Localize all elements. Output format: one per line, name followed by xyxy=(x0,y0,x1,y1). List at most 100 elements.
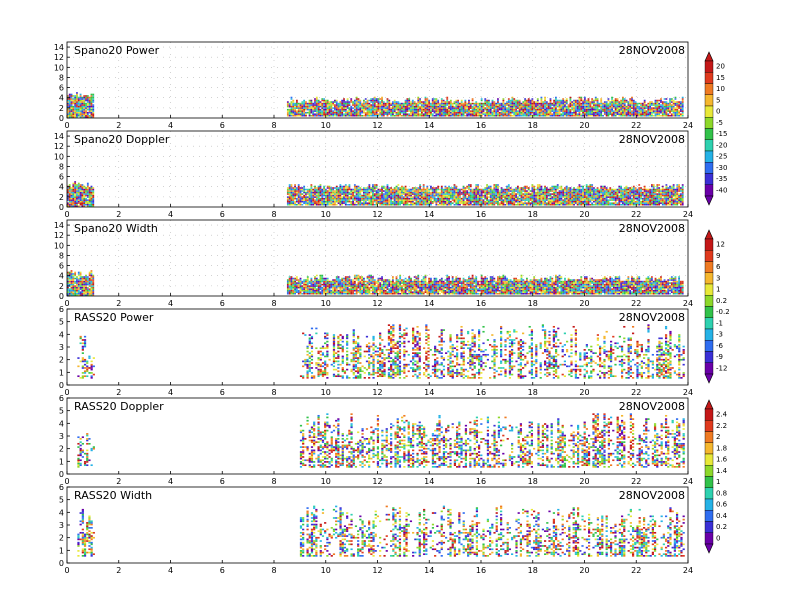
data-cell xyxy=(466,108,469,111)
data-cell xyxy=(402,105,405,108)
data-cell xyxy=(526,108,528,111)
data-cell xyxy=(86,194,89,197)
data-cell xyxy=(598,203,601,206)
data-cell xyxy=(480,111,483,114)
data-cell xyxy=(86,102,89,105)
data-cell xyxy=(324,105,327,108)
data-cell xyxy=(448,193,450,195)
data-cell xyxy=(457,108,460,111)
data-cell xyxy=(422,185,425,188)
data-cell xyxy=(620,196,623,198)
data-cell xyxy=(504,188,507,191)
data-cell xyxy=(430,187,432,189)
data-cell xyxy=(292,193,295,195)
data-cell xyxy=(294,193,296,195)
data-cell xyxy=(346,200,349,203)
data-cell xyxy=(493,196,496,198)
data-cell xyxy=(544,110,546,112)
data-cell xyxy=(451,108,454,111)
data-cell xyxy=(509,107,512,109)
data-cell xyxy=(478,111,481,114)
data-cell xyxy=(344,104,347,106)
data-cell xyxy=(665,108,668,111)
data-cell xyxy=(83,188,86,191)
data-cell xyxy=(353,111,356,114)
data-cell xyxy=(462,193,465,195)
data-cell xyxy=(372,203,374,206)
data-cell xyxy=(85,108,87,111)
data-cell xyxy=(368,105,371,108)
data-cell xyxy=(74,185,77,188)
data-cell xyxy=(576,200,579,203)
data-cell xyxy=(355,99,358,102)
data-cell xyxy=(580,104,583,106)
data-cell xyxy=(324,193,327,195)
data-cell xyxy=(348,187,351,189)
data-cell xyxy=(473,108,476,111)
data-cell xyxy=(603,185,606,188)
data-cell xyxy=(72,193,75,195)
data-cell xyxy=(363,191,365,194)
data-cell xyxy=(564,190,566,192)
data-cell xyxy=(629,102,632,105)
data-cell xyxy=(643,104,646,106)
data-cell xyxy=(535,105,537,108)
data-cell xyxy=(286,197,289,200)
data-cell xyxy=(487,99,490,102)
data-cell xyxy=(507,194,510,197)
data-cell xyxy=(511,191,514,194)
data-cell xyxy=(526,199,528,201)
data-cell xyxy=(603,193,606,195)
data-cell xyxy=(317,185,320,188)
data-cell xyxy=(542,107,545,109)
data-cell xyxy=(305,196,307,198)
data-cell xyxy=(357,193,360,195)
data-cell xyxy=(475,202,478,204)
data-cell xyxy=(315,196,318,198)
data-cell xyxy=(609,102,612,105)
data-cell xyxy=(497,98,499,100)
data-cell xyxy=(419,200,421,203)
data-cell xyxy=(85,104,87,106)
data-cell xyxy=(564,188,566,191)
data-cell xyxy=(286,196,289,198)
data-cell xyxy=(324,107,327,109)
data-cell xyxy=(573,193,575,195)
data-cell xyxy=(439,193,441,195)
data-cell xyxy=(591,199,594,201)
data-cell xyxy=(526,197,528,200)
data-cell xyxy=(294,113,296,115)
data-cell xyxy=(593,200,595,203)
data-cell xyxy=(415,187,418,189)
data-cell xyxy=(661,113,664,115)
data-cell xyxy=(569,98,572,100)
data-cell xyxy=(511,104,514,106)
data-cell xyxy=(85,95,87,97)
data-cell xyxy=(618,197,621,200)
data-cell xyxy=(567,200,570,203)
data-cell xyxy=(288,202,291,204)
data-cell xyxy=(493,113,496,115)
data-cell xyxy=(605,113,608,115)
data-cell xyxy=(612,113,615,115)
data-cell xyxy=(295,187,298,189)
data-cell xyxy=(361,110,364,112)
data-cell xyxy=(335,203,338,206)
data-cell xyxy=(643,105,646,108)
data-cell xyxy=(672,105,675,108)
data-cell xyxy=(611,191,613,194)
data-cell xyxy=(507,193,510,195)
data-cell xyxy=(301,190,304,192)
data-cell xyxy=(395,200,398,203)
data-cell xyxy=(487,114,490,117)
data-cell xyxy=(641,104,644,106)
data-cell xyxy=(564,110,566,112)
data-cell xyxy=(623,105,626,108)
data-cell xyxy=(442,104,445,106)
data-cell xyxy=(477,107,479,109)
data-cell xyxy=(460,104,463,106)
data-cell xyxy=(382,202,385,204)
data-cell xyxy=(410,202,412,204)
data-cell xyxy=(542,110,545,112)
data-cell xyxy=(464,104,467,106)
